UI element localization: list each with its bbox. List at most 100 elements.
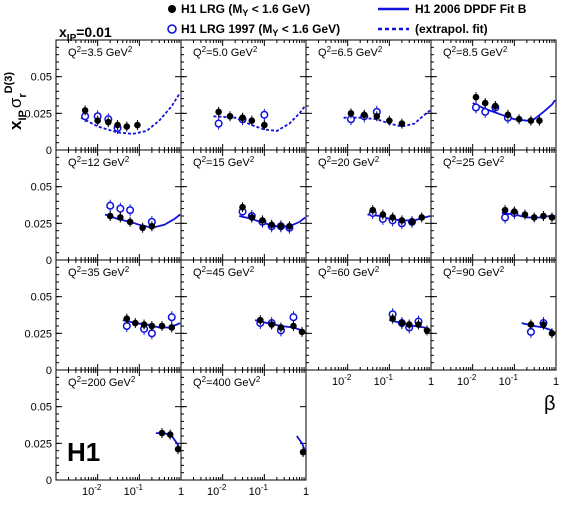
- panel-label: Q2=15 GeV2: [193, 155, 255, 169]
- data-point-lrg: [277, 222, 285, 230]
- data-point-lrg: [398, 217, 406, 224]
- panel-q2-60: Q2=60 GeV2 10-2 10-1 1: [305, 259, 434, 388]
- data-point-lrg: [405, 321, 413, 328]
- data-point-lrg: [259, 217, 266, 224]
- data-point-lrg: [521, 211, 529, 218]
- data-point-lrg: [106, 212, 114, 220]
- data-point-lrg: [347, 110, 355, 117]
- panel-label: Q2=60 GeV2: [318, 265, 380, 279]
- y-axis-label: xIPσrD(3): [3, 72, 29, 130]
- data-point-lrg: [215, 108, 222, 116]
- panel-label: Q2=20 GeV2: [318, 155, 380, 169]
- y-tick-label: 0.05: [31, 72, 52, 84]
- legend-extrap: (extrapol. fit): [415, 22, 488, 36]
- panel-label: Q2=3.5 GeV2: [68, 45, 133, 59]
- panel-q2-3.5: Q2=3.5 GeV2 0 0.025 0.05: [24, 39, 182, 157]
- data-point-lrg: [117, 214, 124, 221]
- fit-curve: [296, 435, 306, 452]
- data-point-lrg: [140, 321, 148, 328]
- data-point-1997: [289, 313, 298, 322]
- panel-q2-6.5: Q2=6.5 GeV2: [305, 39, 432, 151]
- data-point-lrg: [139, 224, 146, 232]
- panel-label: Q2=200 GeV2: [68, 375, 136, 389]
- y-tick-label: 0.05: [31, 182, 52, 194]
- x-tick-label: 10-1: [374, 373, 394, 388]
- panel-q2-90: Q2=90 GeV2 10-2 10-1 1: [430, 259, 559, 388]
- data-point-lrg: [423, 327, 431, 334]
- data-point-lrg: [268, 221, 275, 229]
- data-point-lrg: [415, 321, 422, 328]
- panel-label: Q2=25 GeV2: [443, 155, 505, 169]
- legend-fit: H1 2006 DPDF Fit B: [415, 2, 527, 16]
- data-point-lrg: [226, 112, 234, 120]
- data-point-lrg: [123, 315, 131, 322]
- data-point-1997: [501, 213, 510, 222]
- data-point-lrg: [158, 429, 166, 437]
- data-point-1997: [147, 329, 156, 338]
- data-point-lrg: [239, 114, 246, 122]
- data-point-lrg: [148, 322, 156, 330]
- panel-q2-20: Q2=20 GeV2: [305, 149, 432, 261]
- xpom-label: xIP=0.01: [59, 24, 112, 44]
- x-tick-label: 1: [303, 486, 309, 498]
- data-point-lrg: [530, 214, 538, 221]
- data-point-lrg: [379, 211, 387, 218]
- panel-q2-45: Q2=45 GeV2: [180, 259, 307, 371]
- data-point-lrg: [248, 214, 256, 221]
- fit-curve: [501, 212, 556, 219]
- data-point-lrg: [536, 117, 543, 124]
- data-point-lrg: [174, 445, 182, 453]
- panel-q2-8.5: Q2=8.5 GeV2: [430, 39, 557, 151]
- data-point-lrg: [527, 117, 535, 124]
- data-point-lrg: [481, 99, 489, 107]
- x-tick-label: 1: [428, 376, 434, 388]
- data-point-lrg: [373, 112, 381, 120]
- data-point-lrg: [540, 212, 547, 220]
- data-point-lrg: [492, 102, 499, 110]
- panel-label: Q2=400 GeV2: [193, 375, 261, 389]
- panel-q2-12: Q2=12 GeV2 0 0.025 0.05: [24, 149, 182, 267]
- legend-lrg97: H1 LRG 1997 (MY < 1.6 GeV): [181, 22, 340, 38]
- data-point-1997: [526, 327, 535, 336]
- data-point-lrg: [408, 218, 416, 226]
- data-point-lrg: [527, 321, 535, 328]
- panel-label: Q2=6.5 GeV2: [318, 45, 383, 59]
- y-tick-label: 0: [46, 365, 52, 377]
- data-point-lrg: [166, 431, 174, 438]
- y-tick-label: 0.025: [24, 438, 52, 450]
- extrapolated-fit-curve: [213, 105, 306, 132]
- x-axis-label: β: [544, 393, 556, 415]
- x-tick-label: 10-2: [332, 373, 352, 388]
- data-point-lrg: [472, 93, 480, 101]
- data-point-lrg: [299, 448, 307, 456]
- data-point-lrg: [114, 121, 121, 129]
- y-tick-label: 0.025: [24, 218, 52, 230]
- panel-label: Q2=8.5 GeV2: [443, 45, 508, 59]
- data-point-lrg: [389, 214, 396, 221]
- extrapolated-fit-curve: [343, 109, 431, 128]
- data-point-lrg: [268, 321, 275, 328]
- fit-curve: [472, 99, 556, 122]
- x-tick-label: 10-1: [124, 483, 144, 498]
- legend: H1 LRG (MY < 1.6 GeV) H1 LRG 1997 (MY < …: [167, 2, 527, 38]
- x-tick-label: 10-2: [207, 483, 227, 498]
- data-point-lrg: [540, 321, 547, 328]
- data-point-1997: [481, 107, 490, 116]
- data-point-lrg: [386, 117, 393, 124]
- panel-label: Q2=90 GeV2: [443, 265, 505, 279]
- y-tick-label: 0: [46, 255, 52, 267]
- data-point-lrg: [369, 206, 377, 214]
- data-point-1997: [260, 110, 269, 119]
- data-point-1997: [116, 204, 125, 213]
- x-tick-label: 10-1: [249, 483, 269, 498]
- panel-q2-35: Q2=35 GeV2 0 0.025 0.05: [24, 259, 182, 377]
- data-point-1997: [471, 103, 481, 112]
- data-point-lrg: [360, 111, 368, 119]
- panel-label: Q2=45 GeV2: [193, 265, 255, 279]
- y-tick-label: 0.05: [31, 402, 52, 414]
- data-point-lrg: [134, 121, 141, 129]
- panel-label: Q2=5.0 GeV2: [193, 45, 258, 59]
- data-point-1997: [122, 321, 131, 331]
- data-point-lrg: [261, 121, 268, 129]
